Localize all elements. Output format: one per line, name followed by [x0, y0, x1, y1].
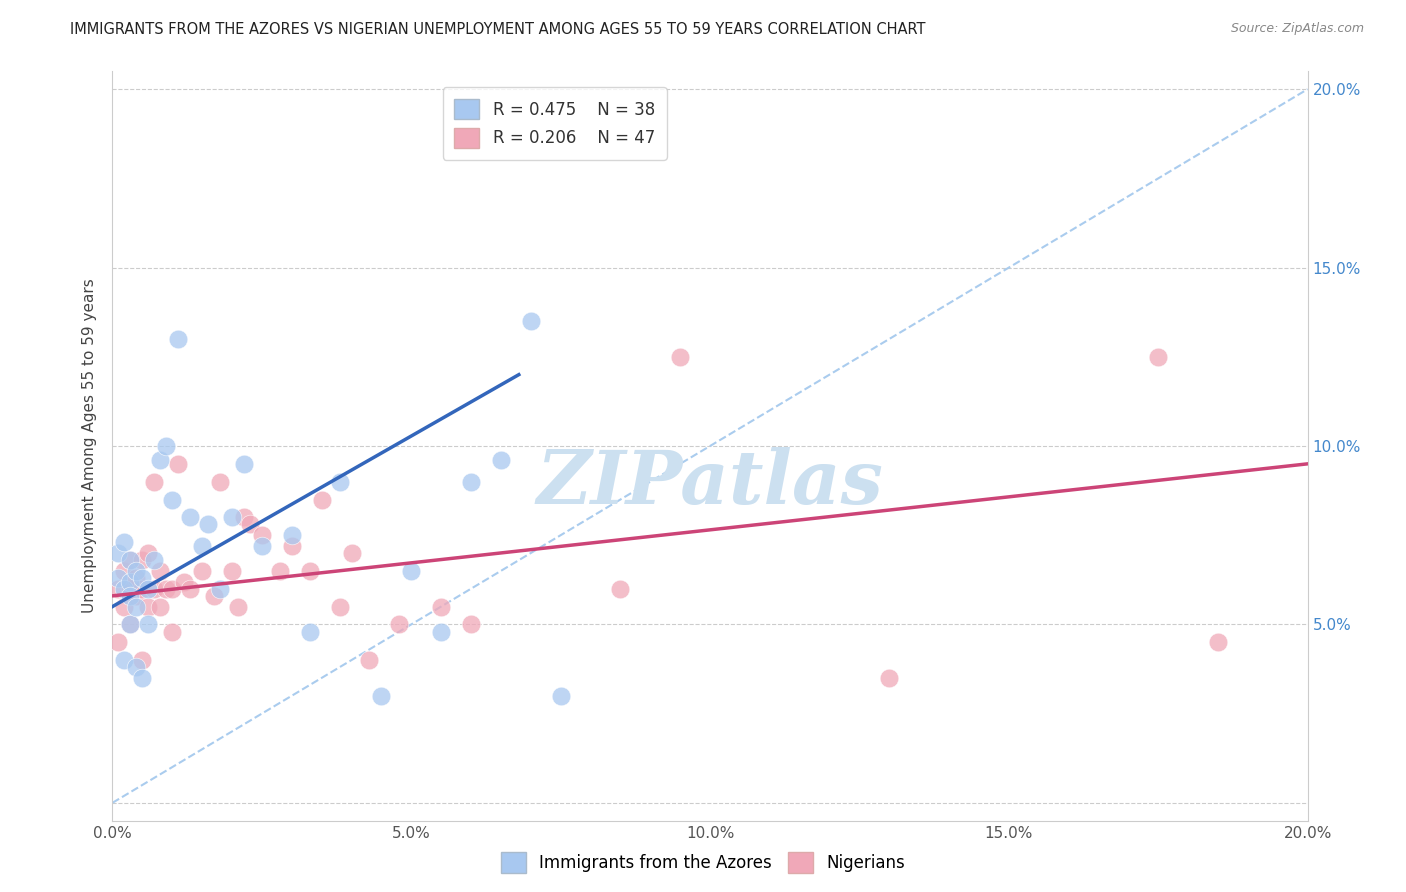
- Point: [250, 528, 273, 542]
- Point: [114, 535, 135, 549]
- Point: [430, 624, 453, 639]
- Point: [131, 571, 153, 585]
- Point: [107, 546, 129, 560]
- Point: [1147, 350, 1170, 364]
- Point: [120, 574, 142, 589]
- Text: IMMIGRANTS FROM THE AZORES VS NIGERIAN UNEMPLOYMENT AMONG AGES 55 TO 59 YEARS CO: IMMIGRANTS FROM THE AZORES VS NIGERIAN U…: [70, 22, 925, 37]
- Point: [329, 475, 352, 489]
- Point: [370, 689, 392, 703]
- Point: [131, 553, 153, 567]
- Point: [125, 599, 148, 614]
- Point: [430, 599, 453, 614]
- Point: [125, 660, 148, 674]
- Point: [388, 617, 411, 632]
- Point: [298, 564, 321, 578]
- Text: ZIPatlas: ZIPatlas: [537, 447, 883, 520]
- Point: [143, 553, 166, 567]
- Point: [311, 492, 333, 507]
- Point: [298, 624, 321, 639]
- Point: [162, 492, 183, 507]
- Y-axis label: Unemployment Among Ages 55 to 59 years: Unemployment Among Ages 55 to 59 years: [82, 278, 97, 614]
- Point: [191, 564, 214, 578]
- Point: [167, 457, 190, 471]
- Point: [460, 617, 482, 632]
- Point: [149, 453, 172, 467]
- Point: [138, 582, 160, 596]
- Point: [401, 564, 423, 578]
- Point: [550, 689, 572, 703]
- Point: [250, 539, 273, 553]
- Point: [233, 457, 256, 471]
- Point: [114, 599, 135, 614]
- Point: [197, 517, 219, 532]
- Point: [114, 653, 135, 667]
- Point: [269, 564, 291, 578]
- Point: [120, 582, 142, 596]
- Point: [221, 510, 243, 524]
- Point: [233, 510, 256, 524]
- Point: [879, 671, 901, 685]
- Point: [1206, 635, 1229, 649]
- Point: [281, 528, 304, 542]
- Point: [162, 624, 183, 639]
- Legend: R = 0.475    N = 38, R = 0.206    N = 47: R = 0.475 N = 38, R = 0.206 N = 47: [443, 87, 666, 160]
- Point: [143, 475, 166, 489]
- Point: [138, 599, 160, 614]
- Point: [221, 564, 243, 578]
- Point: [125, 589, 148, 603]
- Point: [138, 546, 160, 560]
- Point: [281, 539, 304, 553]
- Point: [489, 453, 512, 467]
- Point: [131, 671, 153, 685]
- Point: [173, 574, 195, 589]
- Point: [460, 475, 482, 489]
- Text: Source: ZipAtlas.com: Source: ZipAtlas.com: [1230, 22, 1364, 36]
- Point: [149, 564, 172, 578]
- Point: [120, 617, 142, 632]
- Point: [209, 582, 232, 596]
- Legend: Immigrants from the Azores, Nigerians: Immigrants from the Azores, Nigerians: [494, 846, 912, 880]
- Point: [131, 582, 153, 596]
- Point: [120, 589, 142, 603]
- Point: [609, 582, 631, 596]
- Point: [239, 517, 262, 532]
- Point: [520, 314, 543, 328]
- Point: [162, 582, 183, 596]
- Point: [359, 653, 381, 667]
- Point: [131, 653, 153, 667]
- Point: [329, 599, 352, 614]
- Point: [202, 589, 225, 603]
- Point: [125, 571, 148, 585]
- Point: [120, 617, 142, 632]
- Point: [209, 475, 232, 489]
- Point: [107, 582, 129, 596]
- Point: [114, 582, 135, 596]
- Point: [340, 546, 363, 560]
- Point: [179, 582, 201, 596]
- Point: [149, 599, 172, 614]
- Point: [125, 564, 148, 578]
- Point: [155, 582, 177, 596]
- Point: [143, 582, 166, 596]
- Point: [107, 571, 129, 585]
- Point: [120, 553, 142, 567]
- Point: [669, 350, 692, 364]
- Point: [138, 617, 160, 632]
- Point: [107, 635, 129, 649]
- Point: [226, 599, 249, 614]
- Point: [167, 332, 190, 346]
- Point: [155, 439, 177, 453]
- Point: [120, 553, 142, 567]
- Point: [191, 539, 214, 553]
- Point: [114, 564, 135, 578]
- Point: [179, 510, 201, 524]
